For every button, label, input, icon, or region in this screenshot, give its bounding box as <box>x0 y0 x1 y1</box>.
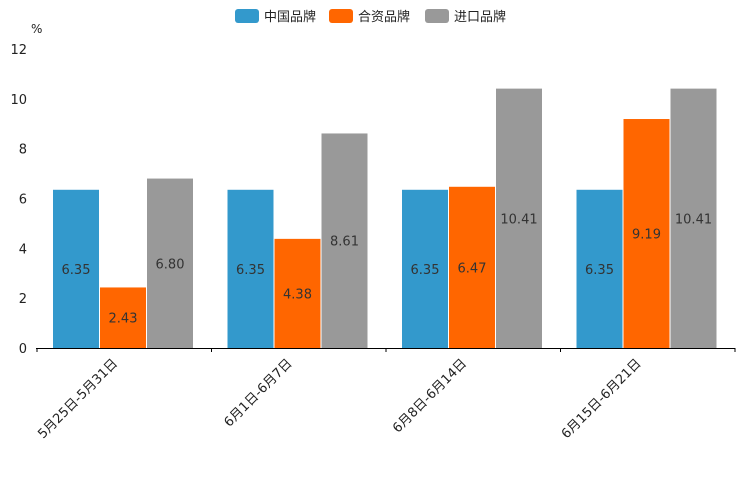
y-axis-unit-label: % <box>31 22 42 36</box>
bar-1-4 <box>576 189 623 348</box>
legend-item-label: 进口品牌 <box>454 9 506 25</box>
bar-data-label: 9.19 <box>632 228 661 243</box>
bar-data-label: 6.35 <box>585 263 614 278</box>
x-axis: 5月25日-5月31日 6月1日-6月7日 6月8日-6月14日 6月15日-6月21… <box>35 348 736 442</box>
legend-item-label: 中国品牌 <box>264 9 316 25</box>
bar-3-2 <box>321 133 368 348</box>
bar-data-label: 6.35 <box>411 263 440 278</box>
bar-data-label: 6.47 <box>458 261 487 276</box>
bar-data-label: 6.35 <box>236 263 265 278</box>
y-axis: 0 2 4 6 8 10 12 <box>10 43 27 357</box>
y-tick-label: 10 <box>10 93 27 108</box>
legend-swatch <box>425 9 449 23</box>
bar-data-label: 2.43 <box>109 312 138 327</box>
bar-3-3 <box>496 88 542 349</box>
y-tick-label: 0 <box>19 342 27 357</box>
bar-2-3 <box>449 186 495 348</box>
bar-1-1 <box>53 189 99 348</box>
bar-3-4 <box>670 88 717 349</box>
y-tick-label: 12 <box>10 43 27 58</box>
legend-swatch <box>329 9 353 23</box>
x-category-label: 6月1日-6月7日 <box>221 356 295 430</box>
legend: 中国品牌 合资品牌 进口品牌 <box>235 9 506 25</box>
bar-1-3 <box>402 189 448 348</box>
bar-data-label: 4.38 <box>283 287 312 302</box>
x-category-label: 6月8日-6月14日 <box>390 356 470 436</box>
bar-data-label: 6.35 <box>62 263 91 278</box>
bar-3-1 <box>147 178 193 348</box>
bar-2-2 <box>274 238 321 348</box>
legend-item-label: 合资品牌 <box>358 9 410 25</box>
bar-2-4 <box>623 119 670 348</box>
y-tick-label: 2 <box>19 292 27 307</box>
bar-data-label: 6.80 <box>156 257 185 272</box>
bar-data-label: 8.61 <box>330 235 359 250</box>
y-tick-label: 6 <box>19 193 27 208</box>
bar-1-2 <box>227 189 274 348</box>
x-category-label: 5月25日-5月31日 <box>35 356 121 442</box>
x-category-label: 6月15日-6月21日 <box>559 356 645 442</box>
y-tick-label: 8 <box>19 143 27 158</box>
bar-2-1 <box>100 287 146 348</box>
bar-data-label: 10.41 <box>500 212 537 227</box>
bar-data-label: 10.41 <box>675 212 712 227</box>
legend-swatch <box>235 9 259 23</box>
y-tick-label: 4 <box>19 242 27 257</box>
bars-group: 6.35 2.43 6.80 6.35 4.38 8.61 6.35 6.47 10.41 6.3… <box>53 88 717 349</box>
